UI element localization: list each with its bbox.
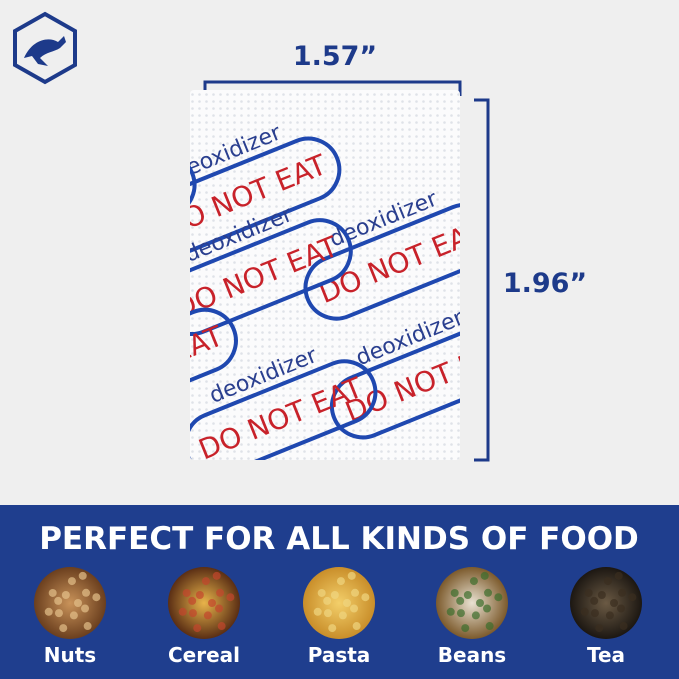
food-detail xyxy=(54,596,63,605)
food-detail xyxy=(201,577,210,586)
food-detail xyxy=(597,591,606,600)
width-label: 1.57” xyxy=(293,41,377,72)
food-detail xyxy=(78,571,87,580)
food-detail xyxy=(67,577,76,586)
stripe xyxy=(303,202,460,321)
food-detail xyxy=(461,624,470,633)
food-detail xyxy=(584,588,593,597)
food-detail xyxy=(74,599,82,607)
food-detail xyxy=(83,622,92,631)
stripe xyxy=(190,218,353,336)
food-detail xyxy=(195,591,204,600)
food-image xyxy=(168,567,240,639)
food-image xyxy=(34,567,106,639)
food-detail xyxy=(450,588,459,597)
food-detail xyxy=(216,588,225,597)
food-detail xyxy=(323,596,332,605)
food-image xyxy=(570,567,642,639)
food-detail xyxy=(614,571,623,580)
food-detail xyxy=(59,624,68,633)
food-detail xyxy=(476,599,484,607)
food-image xyxy=(436,567,508,639)
food-label: Cereal xyxy=(168,643,240,667)
food-detail xyxy=(471,611,480,620)
food-detail xyxy=(350,604,359,613)
food-detail xyxy=(61,591,70,600)
food-detail xyxy=(328,624,337,633)
food-detail xyxy=(212,571,221,580)
food-detail xyxy=(463,591,472,600)
food-detail xyxy=(484,588,493,597)
food-detail xyxy=(81,604,90,613)
food-detail xyxy=(456,609,465,618)
food-detail xyxy=(48,588,57,597)
food-detail xyxy=(456,596,465,605)
food-detail xyxy=(203,611,212,620)
food-detail xyxy=(469,577,478,586)
food-detail xyxy=(351,588,360,597)
food-detail xyxy=(217,622,226,631)
food-detail xyxy=(336,577,345,586)
food-detail xyxy=(352,622,361,631)
food-detail xyxy=(480,571,489,580)
food-detail xyxy=(618,588,627,597)
food-detail xyxy=(605,611,614,620)
food-detail xyxy=(617,604,626,613)
food-detail xyxy=(188,596,197,605)
food-detail xyxy=(69,611,78,620)
food-detail xyxy=(54,609,63,618)
food-label: Beans xyxy=(438,643,506,667)
food-detail xyxy=(361,593,370,602)
food-detail xyxy=(215,604,224,613)
stripe xyxy=(190,136,342,255)
food-detail xyxy=(590,596,599,605)
food-detail xyxy=(580,607,589,616)
food-image xyxy=(303,567,375,639)
food-detail xyxy=(446,607,455,616)
food-detail xyxy=(323,609,332,618)
food-detail xyxy=(590,609,599,618)
food-detail xyxy=(178,607,187,616)
food-detail xyxy=(595,624,604,633)
food-detail xyxy=(485,622,494,631)
food-detail xyxy=(182,588,191,597)
food-label: Pasta xyxy=(308,643,371,667)
food-detail xyxy=(226,593,235,602)
food-detail xyxy=(208,599,216,607)
stripe xyxy=(329,321,460,440)
food-detail xyxy=(483,604,492,613)
banner-title: PERFECT FOR ALL KINDS OF FOOD xyxy=(39,521,639,557)
food-detail xyxy=(619,622,628,631)
food-detail xyxy=(313,607,322,616)
stripe xyxy=(190,151,197,270)
food-detail xyxy=(92,593,101,602)
food-detail xyxy=(188,609,197,618)
food-detail xyxy=(44,607,53,616)
food-detail xyxy=(317,588,326,597)
food-detail xyxy=(603,577,612,586)
food-detail xyxy=(610,599,618,607)
food-detail xyxy=(347,571,356,580)
stripe xyxy=(190,307,238,426)
dimension-lines xyxy=(203,80,490,462)
food-label: Nuts xyxy=(44,643,96,667)
height-label: 1.96” xyxy=(503,268,587,299)
food-detail xyxy=(628,593,637,602)
food-detail xyxy=(338,611,347,620)
food-label: Tea xyxy=(587,643,625,667)
food-detail xyxy=(193,624,202,633)
food-detail xyxy=(82,588,91,597)
food-detail xyxy=(343,599,351,607)
logo xyxy=(13,11,77,85)
food-detail xyxy=(330,591,339,600)
stripe xyxy=(190,359,378,460)
food-detail xyxy=(494,593,503,602)
